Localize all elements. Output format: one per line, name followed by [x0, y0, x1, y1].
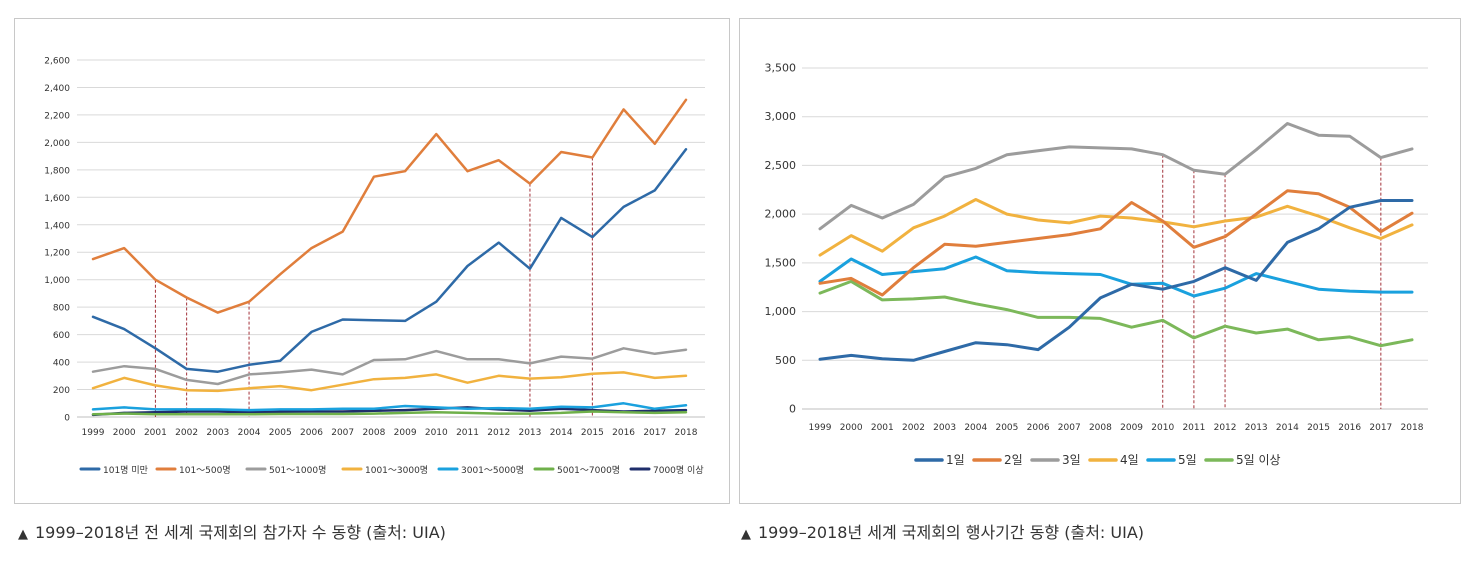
legend-label: 1001～3000명	[365, 465, 428, 476]
y-tick-label: 1,200	[44, 249, 70, 259]
x-tick-label: 2018	[675, 428, 698, 438]
x-tick-label: 2007	[1058, 423, 1081, 433]
legend-label: 3001～5000명	[461, 465, 524, 476]
x-tick-label: 2009	[1120, 423, 1143, 433]
series-line	[818, 189, 1414, 297]
x-tick-label: 2010	[1151, 423, 1174, 433]
x-tick-label: 2014	[1276, 423, 1299, 433]
y-tick-label: 2,600	[44, 57, 70, 67]
x-tick-label: 2008	[362, 428, 385, 438]
y-tick-label: 3,500	[765, 62, 797, 75]
y-tick-label: 600	[53, 331, 70, 341]
legend-label: 5일	[1178, 453, 1197, 467]
series-line	[91, 402, 688, 412]
x-tick-label: 2000	[113, 428, 136, 438]
legend-label: 5일 이상	[1236, 453, 1281, 467]
y-tick-label: 500	[775, 354, 796, 367]
chart-panel-participants: 0 200 400 600 800 1,000 1,200 1,400 1,600 1,800 2,…	[14, 18, 730, 504]
y-tick-label: 1,800	[44, 166, 70, 176]
x-tick-label: 2017	[1369, 423, 1392, 433]
y-tick-label: 3,000	[765, 110, 797, 123]
x-tick-label: 2003	[206, 428, 229, 438]
x-tick-label: 2015	[1307, 423, 1330, 433]
caption-text: 1999–2018년 세계 국제회의 행사기간 동향 (출처: UIA)	[758, 523, 1145, 542]
x-tick-label: 2013	[1245, 423, 1268, 433]
x-tick-label: 1999	[809, 423, 832, 433]
x-tick-label: 1999	[82, 428, 105, 438]
x-tick-label: 2007	[331, 428, 354, 438]
triangle-icon: ▲	[18, 527, 28, 542]
x-tick-label: 2009	[394, 428, 417, 438]
legend-label: 2일	[1004, 453, 1023, 467]
series-line	[91, 98, 688, 314]
x-tick-label: 2008	[1089, 423, 1112, 433]
y-tick-label: 0	[64, 414, 70, 424]
legend-label: 101명 미만	[103, 465, 148, 476]
series-line	[818, 122, 1414, 231]
series-line	[91, 371, 688, 393]
y-tick-label: 0	[789, 403, 796, 416]
legend-label: 1일	[946, 453, 965, 467]
legend-label: 5001～7000명	[557, 465, 620, 476]
x-tick-label: 2017	[643, 428, 666, 438]
chart-panel-duration: 0 500 1,000 1,500 2,000 2,500 3,000 3,500 1999 20…	[739, 18, 1461, 504]
x-tick-label: 2014	[550, 428, 573, 438]
caption-text: 1999–2018년 전 세계 국제회의 참가자 수 동향 (출처: UIA)	[35, 523, 446, 542]
y-tick-label: 1,600	[44, 194, 70, 204]
y-tick-label: 2,000	[44, 139, 70, 149]
series-line	[818, 255, 1414, 298]
x-tick-label: 2010	[425, 428, 448, 438]
y-tick-label: 2,400	[44, 84, 70, 94]
legend-label: 4일	[1120, 453, 1139, 467]
x-tick-label: 2006	[1027, 423, 1050, 433]
caption-participants: ▲ 1999–2018년 전 세계 국제회의 참가자 수 동향 (출처: UIA)	[18, 519, 446, 543]
x-tick-label: 2003	[933, 423, 956, 433]
series-line	[818, 279, 1414, 348]
x-tick-label: 2004	[964, 423, 987, 433]
y-tick-label: 2,200	[44, 111, 70, 121]
y-tick-label: 1,000	[44, 276, 70, 286]
x-tick-label: 2013	[518, 428, 541, 438]
line-chart-participants: 0 200 400 600 800 1,000 1,200 1,400 1,600 1,800 2,…	[44, 57, 705, 476]
y-tick-label: 2,000	[765, 208, 797, 221]
x-tick-label: 2005	[269, 428, 292, 438]
triangle-icon: ▲	[741, 527, 751, 542]
x-tick-label: 2016	[612, 428, 635, 438]
x-tick-label: 2005	[995, 423, 1018, 433]
y-tick-label: 2,500	[765, 159, 797, 172]
x-tick-label: 2012	[1214, 423, 1237, 433]
x-tick-label: 2011	[456, 428, 479, 438]
y-tick-label: 1,500	[765, 256, 797, 269]
series-line	[818, 199, 1414, 362]
series-line	[91, 347, 688, 386]
x-tick-label: 2006	[300, 428, 323, 438]
x-tick-label: 2000	[840, 423, 863, 433]
x-tick-label: 2015	[581, 428, 604, 438]
x-tick-label: 2001	[144, 428, 167, 438]
legend-label: 501～1000명	[269, 465, 326, 476]
x-tick-label: 2004	[238, 428, 261, 438]
y-tick-label: 1,400	[44, 221, 70, 231]
caption-duration: ▲ 1999–2018년 세계 국제회의 행사기간 동향 (출처: UIA)	[741, 519, 1144, 543]
series-line	[91, 406, 688, 417]
x-tick-label: 2012	[487, 428, 510, 438]
x-tick-label: 2001	[871, 423, 894, 433]
legend-label: 3일	[1062, 453, 1081, 467]
legend-label: 7000명 이상	[653, 465, 704, 476]
x-tick-label: 2016	[1338, 423, 1361, 433]
y-tick-label: 400	[53, 359, 70, 369]
x-tick-label: 2011	[1182, 423, 1205, 433]
legend-label: 101～500명	[179, 465, 231, 476]
x-tick-label: 2002	[175, 428, 198, 438]
series-line	[91, 148, 688, 373]
x-tick-label: 2018	[1401, 423, 1424, 433]
y-tick-label: 200	[53, 386, 70, 396]
x-tick-label: 2002	[902, 423, 925, 433]
series-line	[91, 410, 688, 416]
y-tick-label: 800	[53, 304, 70, 314]
line-chart-duration: 0 500 1,000 1,500 2,000 2,500 3,000 3,500 1999 20…	[765, 62, 1428, 467]
y-tick-label: 1,000	[765, 305, 797, 318]
